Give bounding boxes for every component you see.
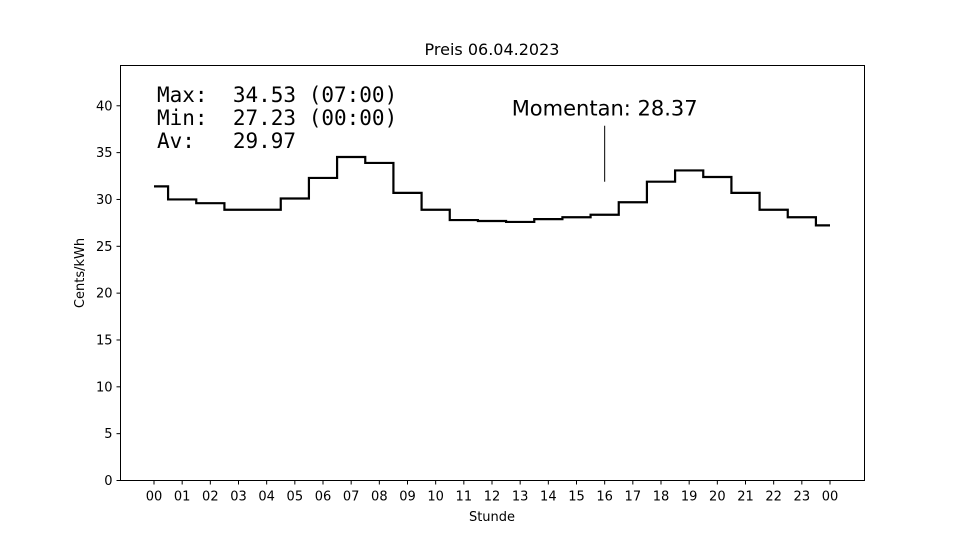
y-tick-label: 15 bbox=[96, 333, 113, 348]
x-tick-label: 12 bbox=[484, 490, 501, 505]
y-axis-label: Cents/kWh bbox=[73, 238, 88, 308]
x-tick-label: 06 bbox=[315, 490, 332, 505]
y-tick-label: 5 bbox=[104, 427, 112, 442]
x-tick-label: 02 bbox=[202, 490, 219, 505]
stat-min: Min: 27.23 (00:00) bbox=[157, 106, 397, 130]
x-tick-label: 04 bbox=[258, 490, 275, 505]
x-tick-label: 19 bbox=[681, 490, 698, 505]
y-tick-label: 35 bbox=[96, 146, 113, 161]
x-tick-label: 17 bbox=[625, 490, 642, 505]
x-tick-label: 01 bbox=[174, 490, 191, 505]
y-tick-label: 25 bbox=[96, 240, 113, 255]
y-tick-label: 40 bbox=[96, 99, 113, 114]
y-tick-label: 0 bbox=[104, 474, 112, 489]
x-tick-label: 20 bbox=[709, 490, 726, 505]
x-tick-label: 03 bbox=[230, 490, 247, 505]
x-tick-label: 16 bbox=[596, 490, 613, 505]
x-tick-label: 21 bbox=[737, 490, 754, 505]
x-tick-label: 00 bbox=[822, 490, 839, 505]
stat-average: Av: 29.97 bbox=[157, 129, 296, 153]
price-step-line bbox=[154, 155, 830, 227]
x-tick-label: 08 bbox=[371, 490, 388, 505]
x-tick-label: 18 bbox=[653, 490, 670, 505]
x-tick-label: 13 bbox=[512, 490, 529, 505]
x-tick-label: 22 bbox=[765, 490, 782, 505]
x-tick-label: 07 bbox=[343, 490, 360, 505]
x-tick-label: 00 bbox=[146, 490, 163, 505]
x-axis: 00 01 02 03 04 05 06 07 08 09 10 11 12 13 14 15 16 17 18 19… bbox=[146, 480, 839, 505]
x-tick-label: 15 bbox=[568, 490, 585, 505]
x-tick-label: 23 bbox=[794, 490, 811, 505]
y-tick-label: 20 bbox=[96, 287, 113, 302]
x-tick-label: 09 bbox=[399, 490, 416, 505]
x-tick-label: 05 bbox=[287, 490, 304, 505]
stat-max: Max: 34.53 (07:00) bbox=[157, 83, 397, 107]
chart-title: Preis 06.04.2023 bbox=[425, 40, 560, 59]
x-tick-label: 10 bbox=[427, 490, 444, 505]
x-axis-label: Stunde bbox=[469, 510, 515, 525]
y-tick-label: 30 bbox=[96, 193, 113, 208]
y-axis: 0 5 10 15 20 25 30 35 40 bbox=[96, 99, 121, 489]
y-tick-label: 10 bbox=[96, 380, 113, 395]
momentan-annotation: Momentan: 28.37 bbox=[512, 97, 698, 121]
x-tick-label: 11 bbox=[456, 490, 473, 505]
x-tick-label: 14 bbox=[540, 490, 557, 505]
